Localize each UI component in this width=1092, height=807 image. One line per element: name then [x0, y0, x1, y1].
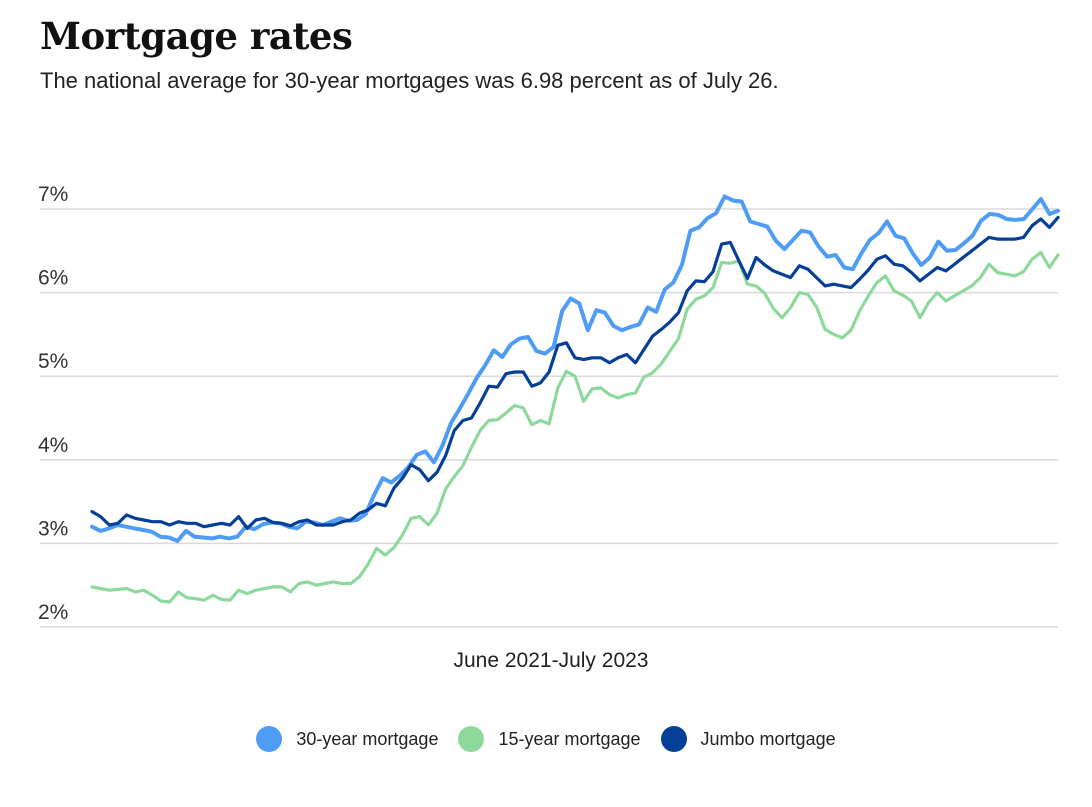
legend-item-30-year: 30-year mortgage	[256, 726, 438, 752]
series-line-30-year-mortgage	[90, 194, 1060, 543]
legend-item-15-year: 15-year mortgage	[458, 726, 641, 752]
series-line-15-year-mortgage	[90, 250, 1060, 604]
x-axis-label: June 2021-July 2023	[454, 649, 649, 672]
legend-item-jumbo: Jumbo mortgage	[660, 726, 836, 752]
y-tick-label-4pct: 4%	[38, 434, 68, 457]
legend-label-30-year: 30-year mortgage	[296, 728, 439, 749]
y-tick-label-2pct: 2%	[38, 601, 68, 624]
y-tick-label-3pct: 3%	[38, 517, 68, 540]
legend-swatch-15-year	[458, 726, 485, 752]
chart-legend: 30-year mortgage 15-year mortgage Jumbo …	[0, 726, 1092, 752]
chart-subtitle: The national average for 30-year mortgag…	[40, 68, 779, 93]
y-tick-label-7pct: 7%	[38, 183, 68, 206]
grid-lines	[40, 208, 1058, 628]
legend-label-jumbo: Jumbo mortgage	[700, 728, 836, 749]
series-lines	[90, 194, 1060, 604]
legend-swatch-30-year	[256, 726, 283, 752]
legend-swatch-jumbo	[660, 726, 687, 752]
y-tick-label-5pct: 5%	[38, 350, 68, 373]
legend-label-15-year: 15-year mortgage	[498, 728, 641, 749]
y-axis-tick-labels: 2% 3% 4% 5% 6% 7%	[38, 183, 68, 624]
series-line-jumbo-mortgage	[90, 215, 1060, 531]
y-tick-label-6pct: 6%	[38, 267, 68, 290]
chart-title: Mortgage rates	[40, 14, 353, 58]
